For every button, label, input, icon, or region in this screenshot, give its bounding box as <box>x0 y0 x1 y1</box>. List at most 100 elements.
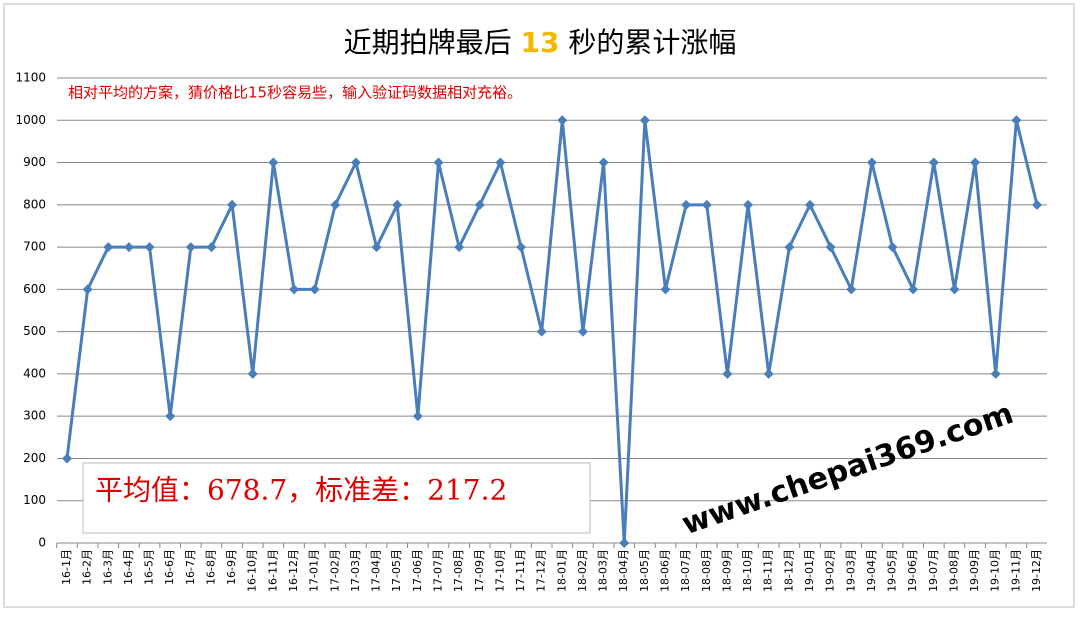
x-tick-label: 17-01月 <box>308 549 321 592</box>
x-tick-label: 19-03月 <box>844 549 857 592</box>
y-tick-label: 300 <box>23 409 46 423</box>
point <box>990 368 1001 379</box>
x-tick-label: 17-05月 <box>390 549 403 592</box>
x-tick-label: 18-01月 <box>555 549 568 592</box>
point <box>516 242 527 253</box>
point <box>82 284 93 295</box>
x-tick-label: 19-12月 <box>1030 549 1043 592</box>
point <box>598 157 609 168</box>
y-tick-label: 600 <box>23 282 46 296</box>
x-tick-label: 19-08月 <box>947 549 960 592</box>
x-tick-label: 16-9月 <box>225 549 238 585</box>
point <box>784 242 795 253</box>
point <box>701 199 712 210</box>
point <box>577 326 588 337</box>
x-tick-label: 16-1月 <box>60 549 73 585</box>
x-tick-label: 19-02月 <box>824 549 837 592</box>
point <box>536 326 547 337</box>
title-part: 13 <box>521 26 560 59</box>
x-tick-label: 18-09月 <box>720 549 733 592</box>
point <box>433 157 444 168</box>
x-tick-label: 19-11月 <box>1009 549 1022 592</box>
x-tick-label: 16-12月 <box>287 549 300 592</box>
x-tick-label: 16-5月 <box>143 549 156 585</box>
y-tick-label: 500 <box>23 324 46 338</box>
point <box>268 157 279 168</box>
x-tick-label: 19-05月 <box>886 549 899 592</box>
point <box>887 242 898 253</box>
point <box>928 157 939 168</box>
y-tick-label: 200 <box>23 451 46 465</box>
point <box>722 368 733 379</box>
x-tick-label: 17-04月 <box>370 549 383 592</box>
point <box>144 242 155 253</box>
x-tick-label: 18-04月 <box>617 549 630 592</box>
point <box>639 115 650 126</box>
point <box>454 242 465 253</box>
x-tick-label: 18-10月 <box>741 549 754 592</box>
y-tick-label: 100 <box>23 493 46 507</box>
y-tick-label: 1100 <box>15 71 46 85</box>
x-tick-label: 17-03月 <box>349 549 362 592</box>
point <box>474 199 485 210</box>
point <box>763 368 774 379</box>
x-tick-label: 17-10月 <box>493 549 506 592</box>
point <box>247 368 258 379</box>
x-tick-label: 18-02月 <box>576 549 589 592</box>
point <box>289 284 300 295</box>
point <box>309 284 320 295</box>
point <box>743 199 754 210</box>
x-tick-label: 18-07月 <box>679 549 692 592</box>
point <box>350 157 361 168</box>
x-tick-label: 17-11月 <box>514 549 527 592</box>
stats-box <box>82 462 591 534</box>
x-tick-label: 18-05月 <box>638 549 651 592</box>
point <box>123 242 134 253</box>
point <box>804 199 815 210</box>
point <box>185 242 196 253</box>
y-tick-label: 800 <box>23 197 46 211</box>
title-part: 近期拍牌最后 <box>344 26 521 59</box>
x-tick-label: 17-07月 <box>431 549 444 592</box>
point <box>557 115 568 126</box>
point <box>495 157 506 168</box>
y-tick-label: 1000 <box>15 113 46 127</box>
x-tick-label: 18-08月 <box>700 549 713 592</box>
point <box>970 157 981 168</box>
x-tick-label: 16-2月 <box>81 549 94 585</box>
title-part: 秒的累计涨幅 <box>559 26 736 59</box>
x-tick-label: 17-06月 <box>411 549 424 592</box>
x-tick-label: 19-09月 <box>968 549 981 592</box>
x-tick-label: 16-7月 <box>184 549 197 585</box>
point <box>227 199 238 210</box>
point <box>681 199 692 210</box>
point <box>1011 115 1022 126</box>
x-tick-label: 16-3月 <box>101 549 114 585</box>
x-tick-label: 16-8月 <box>204 549 217 585</box>
point <box>949 284 960 295</box>
point <box>846 284 857 295</box>
x-tick-label: 16-10月 <box>246 549 259 592</box>
x-tick-label: 18-03月 <box>597 549 610 592</box>
x-tick-label: 16-4月 <box>122 549 135 585</box>
y-tick-label: 0 <box>38 536 46 550</box>
x-tick-label: 16-11月 <box>266 549 279 592</box>
point <box>660 284 671 295</box>
x-tick-label: 17-09月 <box>473 549 486 592</box>
point <box>866 157 877 168</box>
y-tick-label: 900 <box>23 155 46 169</box>
line <box>65 119 1039 544</box>
point <box>62 453 72 464</box>
y-tick-label: 700 <box>23 240 46 254</box>
x-tick-label: 19-04月 <box>865 549 878 592</box>
x-tick-label: 19-01月 <box>803 549 816 592</box>
x-tick-label: 16-6月 <box>163 549 176 585</box>
point <box>908 284 919 295</box>
point <box>1032 199 1042 210</box>
point <box>206 242 217 253</box>
x-tick-label: 17-02月 <box>328 549 341 592</box>
x-tick-label: 18-06月 <box>659 549 672 592</box>
point <box>392 199 403 210</box>
point <box>103 242 114 253</box>
x-tick-label: 19-06月 <box>906 549 919 592</box>
